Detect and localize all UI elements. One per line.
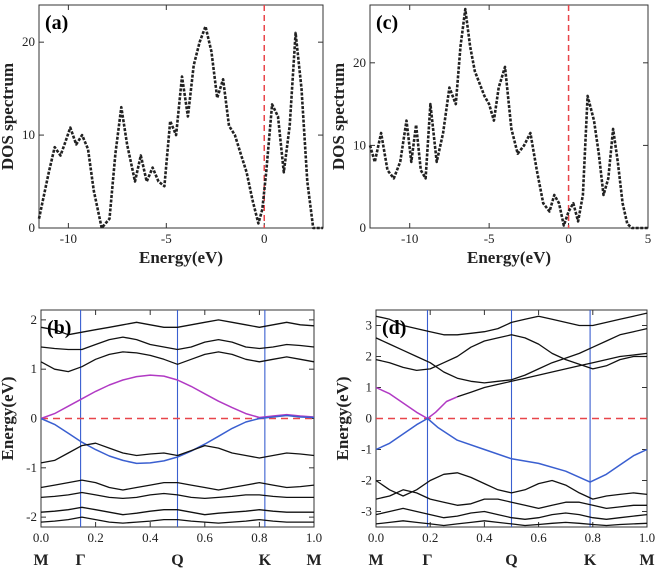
ytick-label: 0 (360, 220, 367, 235)
kpoint-label: Γ (422, 552, 432, 569)
band-curve-band-8 (375, 507, 648, 520)
panel-b: -2 -1 0 1 2 0.0 0.2 0.4 0.6 0.8 1.0 Energy(eV) M Γ Q K M… (0, 309, 322, 569)
kpoint-label: M (368, 552, 383, 569)
ytick-label: 3 (366, 318, 373, 333)
band-curve-band-4 (40, 336, 315, 351)
plot-frame-c (369, 4, 649, 229)
xtick-label: 0 (261, 231, 268, 246)
band-curve-band-3 (40, 351, 315, 373)
ytick-label: -3 (361, 504, 372, 519)
kpoint-label: M (306, 552, 321, 569)
x-axis-label: Energy(eV) (139, 248, 223, 267)
xtick-label: 0.6 (197, 530, 214, 545)
band-curve-band-7 (40, 479, 315, 491)
kpoint-label: K (259, 552, 272, 569)
y-axis-label: Energy(eV) (333, 376, 352, 460)
panel-label: (b) (47, 317, 71, 339)
xtick-label: 1.0 (639, 530, 655, 545)
xtick-label: 0.2 (87, 530, 103, 545)
panel-label: (a) (45, 12, 68, 34)
band-curve-band-5 (375, 312, 648, 336)
panel-label: (d) (382, 317, 406, 339)
ytick-label: 10 (353, 137, 366, 152)
band-curve-band-lower (375, 417, 648, 483)
ytick-label: -2 (361, 473, 372, 488)
xtick-label: -5 (161, 231, 172, 246)
band-curve-band-4 (375, 327, 648, 384)
ytick-label: 1 (366, 380, 373, 395)
ytick-label: 20 (353, 55, 366, 70)
plot-frame-a (38, 4, 324, 229)
ytick-label: 0 (29, 220, 36, 235)
panel-a: 0 10 20 -10 -5 0 DOS spectrum Energy(eV) (a) (0, 4, 324, 267)
xtick-label: 0.4 (476, 530, 493, 545)
ytick-label: -2 (26, 509, 37, 524)
ytick-label: 20 (22, 34, 35, 49)
panel-c: 0 10 20 -10 -5 0 5 DOS spectrum Energy(eV) (c) (329, 4, 652, 267)
x-axis-label: Energy(eV) (467, 248, 551, 267)
kpoint-label: M (639, 552, 654, 569)
xtick-label: 1.0 (306, 530, 322, 545)
y-axis-label: DOS spectrum (0, 63, 17, 170)
xtick-label: -10 (60, 231, 77, 246)
ytick-label: 0 (31, 411, 38, 426)
xtick-label: 0.8 (585, 530, 601, 545)
band-curve-band-6 (40, 442, 315, 464)
dos-curve (37, 25, 323, 230)
kpoint-label: Q (171, 552, 183, 569)
band-curve-band-3 (375, 334, 647, 372)
band-curve-band-upper (40, 374, 315, 420)
xtick-label: 0.2 (422, 530, 438, 545)
xtick-label: -10 (401, 231, 418, 246)
xtick-label: 0.4 (142, 530, 159, 545)
panel-label: (c) (376, 12, 398, 34)
ytick-label: 10 (22, 127, 35, 142)
xtick-label: 0.0 (368, 530, 384, 545)
kpoint-label: Q (505, 552, 517, 569)
band-curve-band-8 (40, 491, 314, 500)
ytick-label: -1 (361, 442, 372, 457)
ytick-label: -1 (26, 460, 37, 475)
kpoint-label: K (584, 552, 597, 569)
band-curve-band-5 (40, 319, 315, 336)
y-axis-label: DOS spectrum (329, 63, 348, 170)
ytick-label: 0 (366, 411, 373, 426)
band-curve-band-10 (40, 516, 314, 524)
kpoint-label: Γ (75, 552, 85, 569)
xtick-label: 5 (645, 231, 652, 246)
dos-curve (368, 7, 648, 230)
xtick-label: 0 (565, 231, 572, 246)
band-curve-band-7 (375, 489, 647, 510)
ytick-label: 2 (31, 312, 38, 327)
panel-d: -3 -2 -1 0 1 2 3 0.0 0.2 0.4 0.6 0.8 1.0 Energy(eV) M Γ… (333, 309, 655, 569)
y-axis-label: Energy(eV) (0, 376, 17, 460)
band-curve-band-upper (375, 386, 458, 420)
xtick-label: -5 (484, 231, 495, 246)
band-curve-band-6 (375, 472, 648, 500)
ytick-label: 1 (31, 361, 38, 376)
band-curve-band-9 (375, 520, 648, 527)
kpoint-label: M (33, 552, 48, 569)
xtick-label: 0.0 (33, 530, 49, 545)
ytick-label: 2 (366, 349, 373, 364)
xtick-label: 0.6 (530, 530, 547, 545)
band-curve-band-10 (457, 352, 648, 398)
xtick-label: 0.8 (251, 530, 267, 545)
band-curve-band-9 (40, 506, 314, 516)
